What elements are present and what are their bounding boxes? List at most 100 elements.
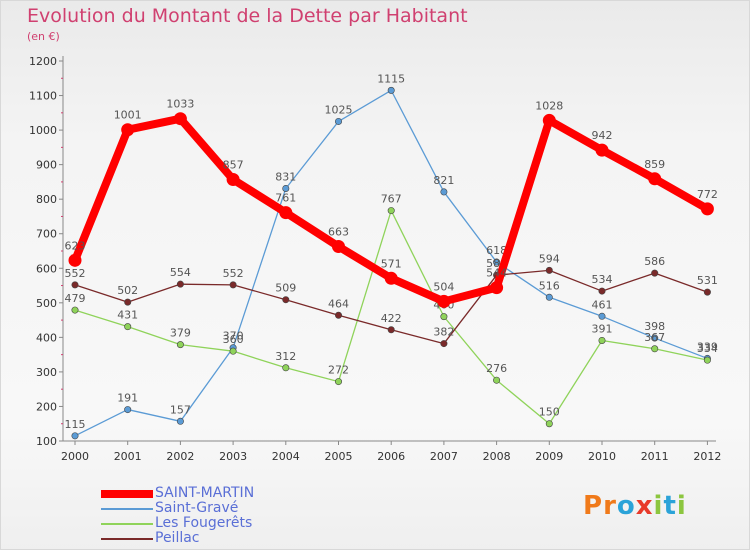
data-point xyxy=(176,341,184,349)
data-point xyxy=(176,280,184,288)
chart-subtitle: (en €) xyxy=(27,30,60,43)
y-tick-label: 100 xyxy=(36,435,57,448)
data-point xyxy=(651,345,659,353)
data-point xyxy=(440,188,448,196)
x-tick-label: 2010 xyxy=(588,450,616,463)
data-point xyxy=(176,417,184,425)
data-point xyxy=(71,281,79,289)
legend-label: Les Fougerêts xyxy=(155,515,253,531)
data-point xyxy=(229,281,237,289)
data-point xyxy=(387,207,395,215)
data-label: 831 xyxy=(275,170,296,183)
data-label: 534 xyxy=(592,273,613,286)
logo-letter: i xyxy=(676,491,687,521)
data-point xyxy=(545,420,553,428)
data-point xyxy=(598,336,606,344)
data-point xyxy=(700,202,714,216)
data-point xyxy=(598,312,606,320)
data-point xyxy=(384,271,398,285)
data-label: 552 xyxy=(223,267,244,280)
logo-letter: P xyxy=(583,491,604,521)
y-tick-label: 1000 xyxy=(29,124,57,137)
data-label: 772 xyxy=(697,188,718,201)
data-label: 552 xyxy=(65,267,86,280)
logo-letter: x xyxy=(635,491,654,521)
data-label: 516 xyxy=(539,279,560,292)
data-label: 360 xyxy=(223,333,244,346)
x-tick-label: 2002 xyxy=(166,450,194,463)
data-label: 1115 xyxy=(377,72,405,85)
data-point xyxy=(68,253,82,267)
data-point xyxy=(545,293,553,301)
logo-letter: t xyxy=(663,491,677,521)
data-point xyxy=(703,356,711,364)
data-point xyxy=(334,378,342,386)
y-tick-label: 700 xyxy=(36,228,57,241)
y-tick-label: 400 xyxy=(36,331,57,344)
data-label: 461 xyxy=(592,298,613,311)
data-point xyxy=(440,313,448,321)
y-tick-label: 1100 xyxy=(29,90,57,103)
data-point xyxy=(124,323,132,331)
logo-letter: o xyxy=(616,491,636,521)
data-point xyxy=(121,123,135,137)
x-tick-label: 2006 xyxy=(377,450,405,463)
legend-label: Peillac xyxy=(155,530,200,546)
data-point xyxy=(542,113,556,127)
data-point xyxy=(437,294,451,308)
logo-letter: i xyxy=(653,491,664,521)
data-label: 115 xyxy=(65,418,86,431)
data-label: 1028 xyxy=(535,99,563,112)
y-tick-label: 800 xyxy=(36,193,57,206)
data-point xyxy=(334,117,342,125)
data-label: 1025 xyxy=(325,103,353,116)
data-label: 663 xyxy=(328,226,349,239)
x-tick-label: 2011 xyxy=(641,450,669,463)
data-point xyxy=(493,376,501,384)
x-tick-label: 2007 xyxy=(430,450,458,463)
data-label: 334 xyxy=(697,342,718,355)
data-point xyxy=(648,172,662,186)
data-point xyxy=(229,347,237,355)
data-point xyxy=(226,172,240,186)
legend-label: Saint-Gravé xyxy=(155,500,239,516)
data-point xyxy=(334,311,342,319)
x-tick-label: 2000 xyxy=(61,450,89,463)
data-label: 618 xyxy=(486,244,507,257)
x-tick-label: 2001 xyxy=(114,450,142,463)
data-label: 859 xyxy=(644,158,665,171)
data-point xyxy=(595,143,609,157)
data-label: 1033 xyxy=(166,98,194,111)
data-label: 502 xyxy=(117,284,138,297)
data-label: 464 xyxy=(328,297,349,310)
data-label: 586 xyxy=(644,255,665,268)
data-label: 531 xyxy=(697,274,718,287)
data-point xyxy=(173,112,187,126)
data-label: 431 xyxy=(117,309,138,322)
y-tick-label: 900 xyxy=(36,159,57,172)
data-label: 554 xyxy=(170,266,191,279)
data-label: 767 xyxy=(381,193,402,206)
data-label: 761 xyxy=(275,192,296,205)
data-point xyxy=(124,298,132,306)
data-label: 391 xyxy=(592,322,613,335)
data-label: 370 xyxy=(223,330,244,343)
data-point xyxy=(124,406,132,414)
x-tick-label: 2009 xyxy=(535,450,563,463)
data-label: 150 xyxy=(539,406,560,419)
data-label: 379 xyxy=(170,327,191,340)
y-tick-label: 200 xyxy=(36,400,57,413)
proxiti-logo: Proxiti xyxy=(583,491,687,521)
chart-title: Evolution du Montant de la Dette par Hab… xyxy=(27,5,468,27)
data-point xyxy=(282,296,290,304)
data-label: 623 xyxy=(65,239,86,252)
data-point xyxy=(490,281,504,295)
x-tick-label: 2008 xyxy=(483,450,511,463)
data-label: 312 xyxy=(275,350,296,363)
data-point xyxy=(651,334,659,342)
data-point xyxy=(493,258,501,266)
data-label: 398 xyxy=(644,320,665,333)
data-point xyxy=(545,266,553,274)
data-point xyxy=(71,432,79,440)
